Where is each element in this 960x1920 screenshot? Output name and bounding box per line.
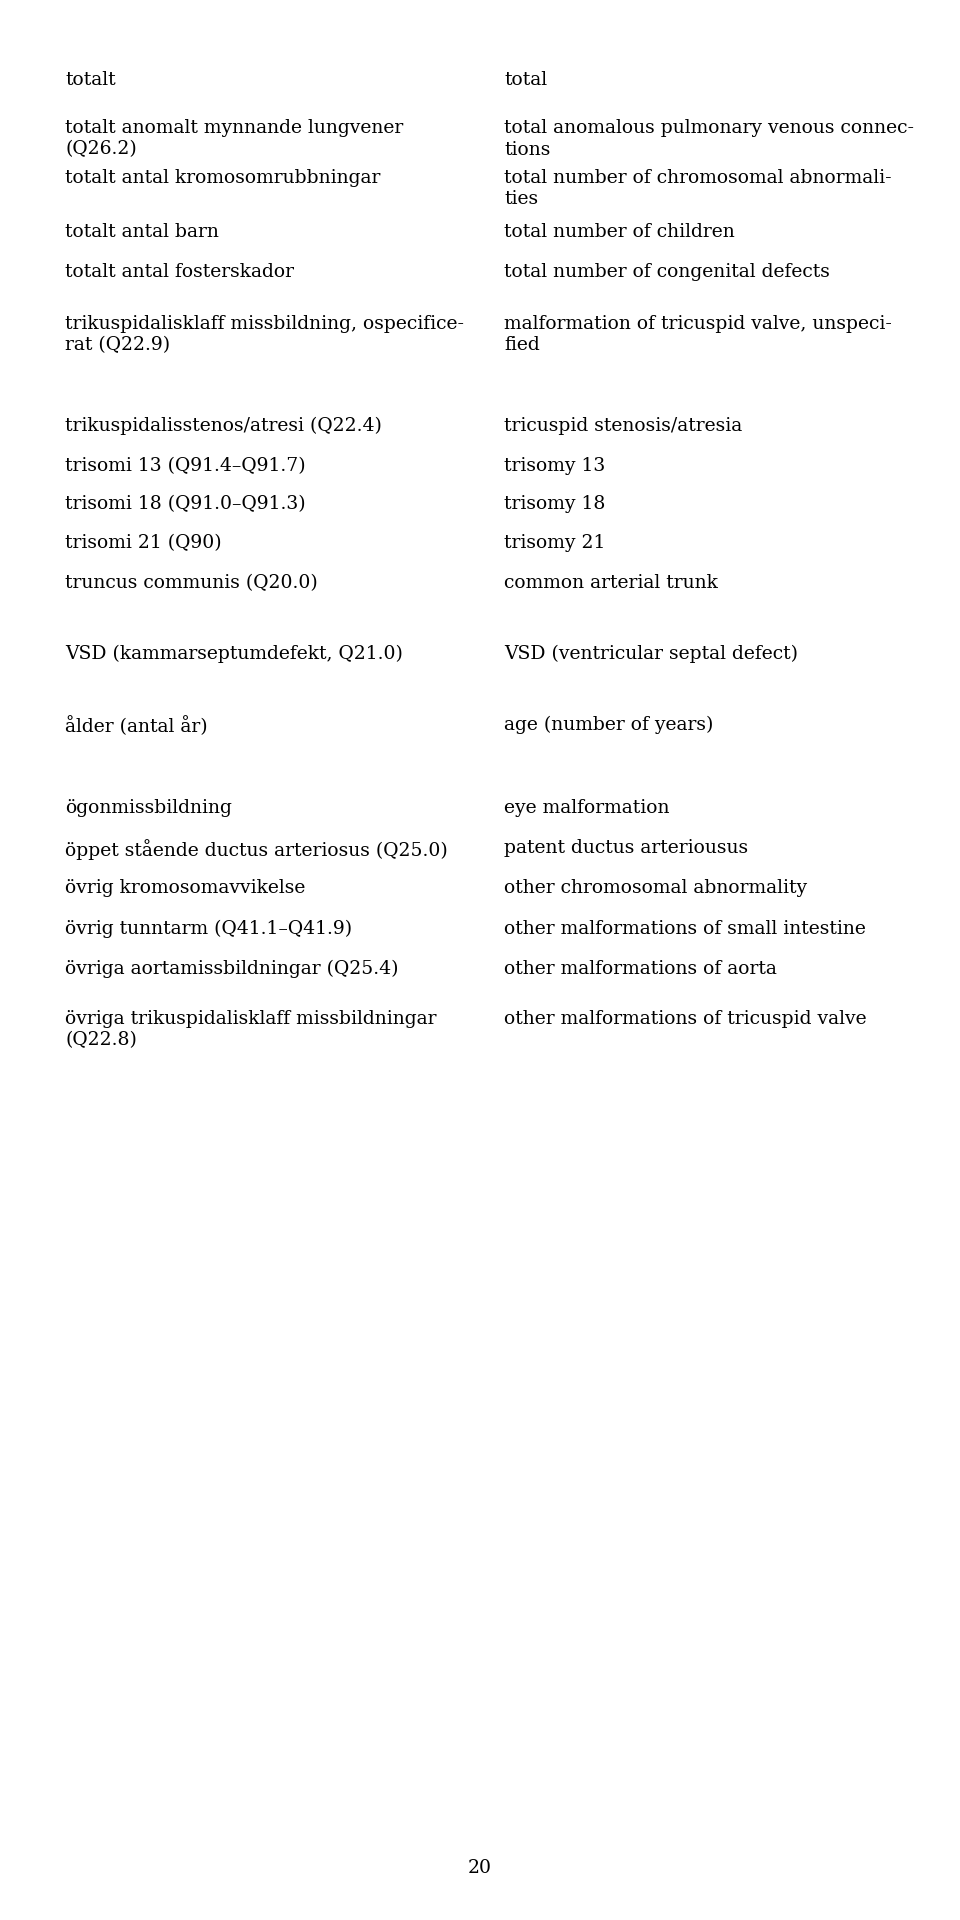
Text: common arterial trunk: common arterial trunk bbox=[504, 574, 718, 591]
Text: truncus communis (Q20.0): truncus communis (Q20.0) bbox=[65, 574, 318, 591]
Text: total anomalous pulmonary venous connec-
tions: total anomalous pulmonary venous connec-… bbox=[504, 119, 914, 159]
Text: malformation of tricuspid valve, unspeci-
fied: malformation of tricuspid valve, unspeci… bbox=[504, 315, 892, 355]
Text: ålder (antal år): ålder (antal år) bbox=[65, 716, 208, 735]
Text: trisomi 13 (Q91.4–Q91.7): trisomi 13 (Q91.4–Q91.7) bbox=[65, 457, 306, 474]
Text: totalt antal kromosomrubbningar: totalt antal kromosomrubbningar bbox=[65, 169, 381, 186]
Text: trikuspidalisstenos/atresi (Q22.4): trikuspidalisstenos/atresi (Q22.4) bbox=[65, 417, 382, 436]
Text: trisomy 18: trisomy 18 bbox=[504, 495, 606, 513]
Text: trikuspidalisklaff missbildning, ospecifice-
rat (Q22.9): trikuspidalisklaff missbildning, ospecif… bbox=[65, 315, 465, 355]
Text: totalt: totalt bbox=[65, 71, 116, 88]
Text: trisomi 18 (Q91.0–Q91.3): trisomi 18 (Q91.0–Q91.3) bbox=[65, 495, 306, 513]
Text: total number of children: total number of children bbox=[504, 223, 734, 240]
Text: age (number of years): age (number of years) bbox=[504, 716, 713, 735]
Text: ögonmissbildning: ögonmissbildning bbox=[65, 799, 232, 816]
Text: övriga trikuspidalisklaff missbildningar
(Q22.8): övriga trikuspidalisklaff missbildningar… bbox=[65, 1010, 437, 1050]
Text: öppet stående ductus arteriosus (Q25.0): öppet stående ductus arteriosus (Q25.0) bbox=[65, 839, 448, 860]
Text: other chromosomal abnormality: other chromosomal abnormality bbox=[504, 879, 807, 897]
Text: totalt antal barn: totalt antal barn bbox=[65, 223, 219, 240]
Text: VSD (kammarseptumdefekt, Q21.0): VSD (kammarseptumdefekt, Q21.0) bbox=[65, 645, 403, 664]
Text: patent ductus arteriousus: patent ductus arteriousus bbox=[504, 839, 748, 856]
Text: tricuspid stenosis/atresia: tricuspid stenosis/atresia bbox=[504, 417, 742, 434]
Text: other malformations of small intestine: other malformations of small intestine bbox=[504, 920, 866, 937]
Text: totalt anomalt mynnande lungvener
(Q26.2): totalt anomalt mynnande lungvener (Q26.2… bbox=[65, 119, 403, 159]
Text: total number of congenital defects: total number of congenital defects bbox=[504, 263, 829, 280]
Text: övrig kromosomavvikelse: övrig kromosomavvikelse bbox=[65, 879, 305, 897]
Text: totalt antal fosterskador: totalt antal fosterskador bbox=[65, 263, 295, 280]
Text: total number of chromosomal abnormali-
ties: total number of chromosomal abnormali- t… bbox=[504, 169, 892, 209]
Text: trisomy 13: trisomy 13 bbox=[504, 457, 605, 474]
Text: other malformations of tricuspid valve: other malformations of tricuspid valve bbox=[504, 1010, 867, 1027]
Text: total: total bbox=[504, 71, 547, 88]
Text: 20: 20 bbox=[468, 1859, 492, 1878]
Text: trisomy 21: trisomy 21 bbox=[504, 534, 606, 551]
Text: trisomi 21 (Q90): trisomi 21 (Q90) bbox=[65, 534, 222, 551]
Text: övrig tunntarm (Q41.1–Q41.9): övrig tunntarm (Q41.1–Q41.9) bbox=[65, 920, 352, 939]
Text: VSD (ventricular septal defect): VSD (ventricular septal defect) bbox=[504, 645, 798, 664]
Text: eye malformation: eye malformation bbox=[504, 799, 669, 816]
Text: other malformations of aorta: other malformations of aorta bbox=[504, 960, 777, 977]
Text: övriga aortamissbildningar (Q25.4): övriga aortamissbildningar (Q25.4) bbox=[65, 960, 398, 979]
